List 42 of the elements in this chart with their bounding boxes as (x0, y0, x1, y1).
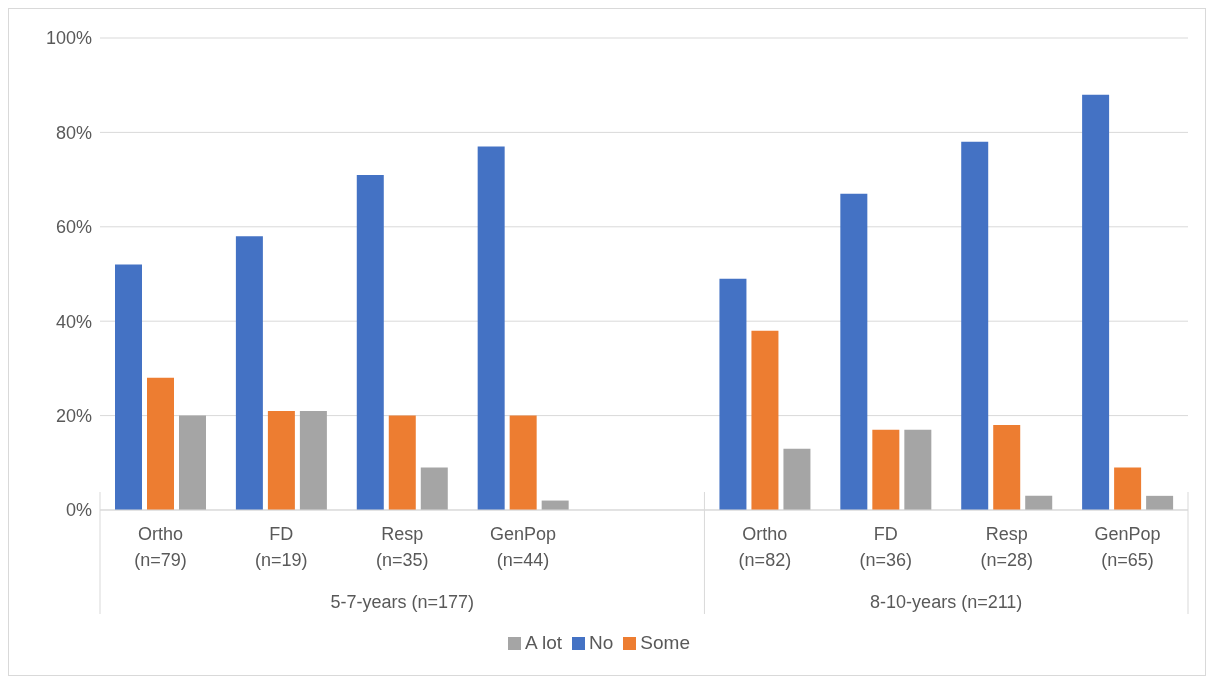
y-tick-label: 0% (65, 500, 92, 521)
bar (1146, 495, 1174, 510)
bar (961, 141, 989, 510)
bar (267, 410, 295, 510)
bar (235, 236, 263, 510)
x-tick-label: GenPop (n=65) (1094, 524, 1161, 570)
y-tick-label: 40% (55, 311, 92, 332)
bar (477, 146, 505, 510)
bar (993, 425, 1021, 510)
bar (420, 467, 448, 510)
bar (719, 278, 747, 510)
x-tick-label: Ortho (n=82) (738, 524, 792, 570)
x-tick-label: GenPop (n=44) (490, 524, 557, 570)
y-tick-label: 60% (55, 217, 92, 238)
bar (299, 410, 327, 510)
bar (751, 330, 779, 510)
y-tick-label: 80% (55, 122, 92, 143)
bar (179, 415, 206, 510)
bar (1025, 495, 1053, 510)
legend-label: A lot (525, 632, 563, 653)
bar (1082, 94, 1110, 510)
y-tick-label: 20% (55, 405, 92, 426)
x-tick-label: FD (n=19) (255, 524, 308, 570)
bar (356, 174, 384, 510)
x-tick-label: Resp (n=35) (375, 524, 429, 570)
bar (115, 264, 142, 510)
bar (388, 415, 416, 510)
bar (509, 415, 537, 510)
bar (1114, 467, 1142, 510)
text: 5-7-years (n=177) (330, 592, 475, 612)
x-tick-label: FD (n=36) (859, 524, 913, 570)
bar (904, 429, 932, 510)
x-tick-label: Resp (n=28) (980, 524, 1033, 570)
bar (147, 377, 174, 510)
bar (840, 193, 868, 510)
y-tick-label: 100% (45, 28, 92, 49)
x-tick-label: Ortho (n=79) (134, 524, 187, 570)
legend-label: Some (640, 632, 690, 653)
bar (872, 429, 900, 510)
bar (783, 448, 811, 510)
text: 8-10-years (n=211) (870, 592, 1023, 612)
legend-label: No (589, 632, 614, 653)
